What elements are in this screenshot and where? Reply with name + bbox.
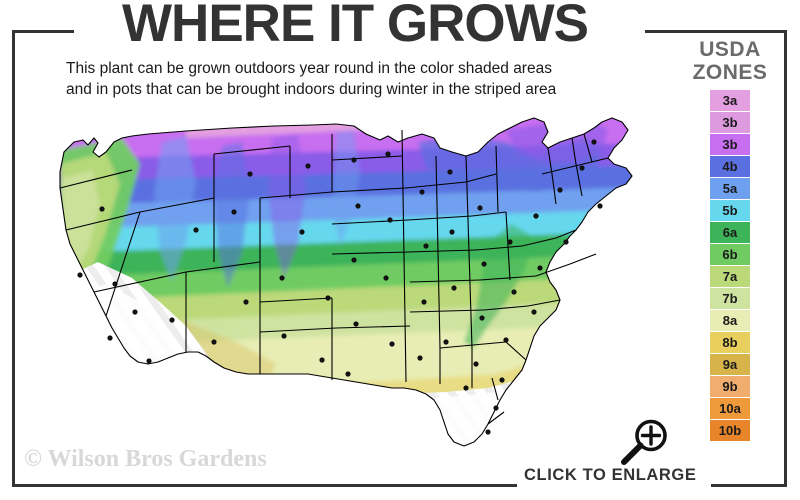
usda-hardiness-zone-map[interactable]: [36, 112, 676, 462]
legend-swatch-9b: 9b: [710, 376, 750, 398]
subtitle-text: This plant can be grown outdoors year ro…: [66, 58, 632, 100]
state-boundaries: [59, 117, 633, 447]
legend-swatch-6a: 6a: [710, 222, 750, 244]
frame-left-segment: [12, 30, 15, 487]
page-title: WHERE IT GROWS: [122, 0, 589, 53]
legend-swatch-3b: 3b: [710, 134, 750, 156]
copyright-watermark: © Wilson Bros Gardens: [24, 446, 267, 472]
city-dot-layer: [77, 139, 603, 435]
legend-swatch-8a: 8a: [710, 310, 750, 332]
subtitle-line-2: and in pots that can be brought indoors …: [66, 81, 557, 98]
frame-bottom-right-segment: [711, 484, 787, 487]
frame-bottom-left-segment: [12, 484, 517, 487]
legend-swatch-9a: 9a: [710, 354, 750, 376]
legend-swatch-4b: 4b: [710, 156, 750, 178]
legend-swatch-5a: 5a: [710, 178, 750, 200]
legend-swatch-3b: 3b: [710, 112, 750, 134]
legend-title: USDA ZONES: [680, 38, 780, 84]
legend-swatch-list: 3a 3b 3b 4b 5a 5b 6a 6b 7a 7b 8a 8b 9a 9b 10a 10b: [710, 90, 750, 442]
legend-swatch-7a: 7a: [710, 266, 750, 288]
legend-swatch-10b: 10b: [710, 420, 750, 442]
legend-title-line-2: ZONES: [692, 61, 768, 84]
legend-swatch-3a: 3a: [710, 90, 750, 112]
legend-swatch-8b: 8b: [710, 332, 750, 354]
click-to-enlarge-label[interactable]: CLICK TO ENLARGE: [524, 466, 697, 484]
legend-swatch-6b: 6b: [710, 244, 750, 266]
frame-top-left-segment: [12, 30, 74, 33]
frame-right-segment: [784, 30, 787, 487]
subtitle-line-1: This plant can be grown outdoors year ro…: [66, 60, 552, 77]
legend-title-line-1: USDA: [699, 38, 761, 61]
magnifier-plus-icon[interactable]: [617, 418, 673, 466]
legend-swatch-5b: 5b: [710, 200, 750, 222]
legend-swatch-7b: 7b: [710, 288, 750, 310]
usda-zones-legend: USDA ZONES 3a 3b 3b 4b 5a 5b 6a 6b 7a 7b 8a 8b 9a 9b 1…: [680, 38, 780, 442]
frame-top-right-segment: [645, 30, 787, 33]
legend-swatch-10a: 10a: [710, 398, 750, 420]
